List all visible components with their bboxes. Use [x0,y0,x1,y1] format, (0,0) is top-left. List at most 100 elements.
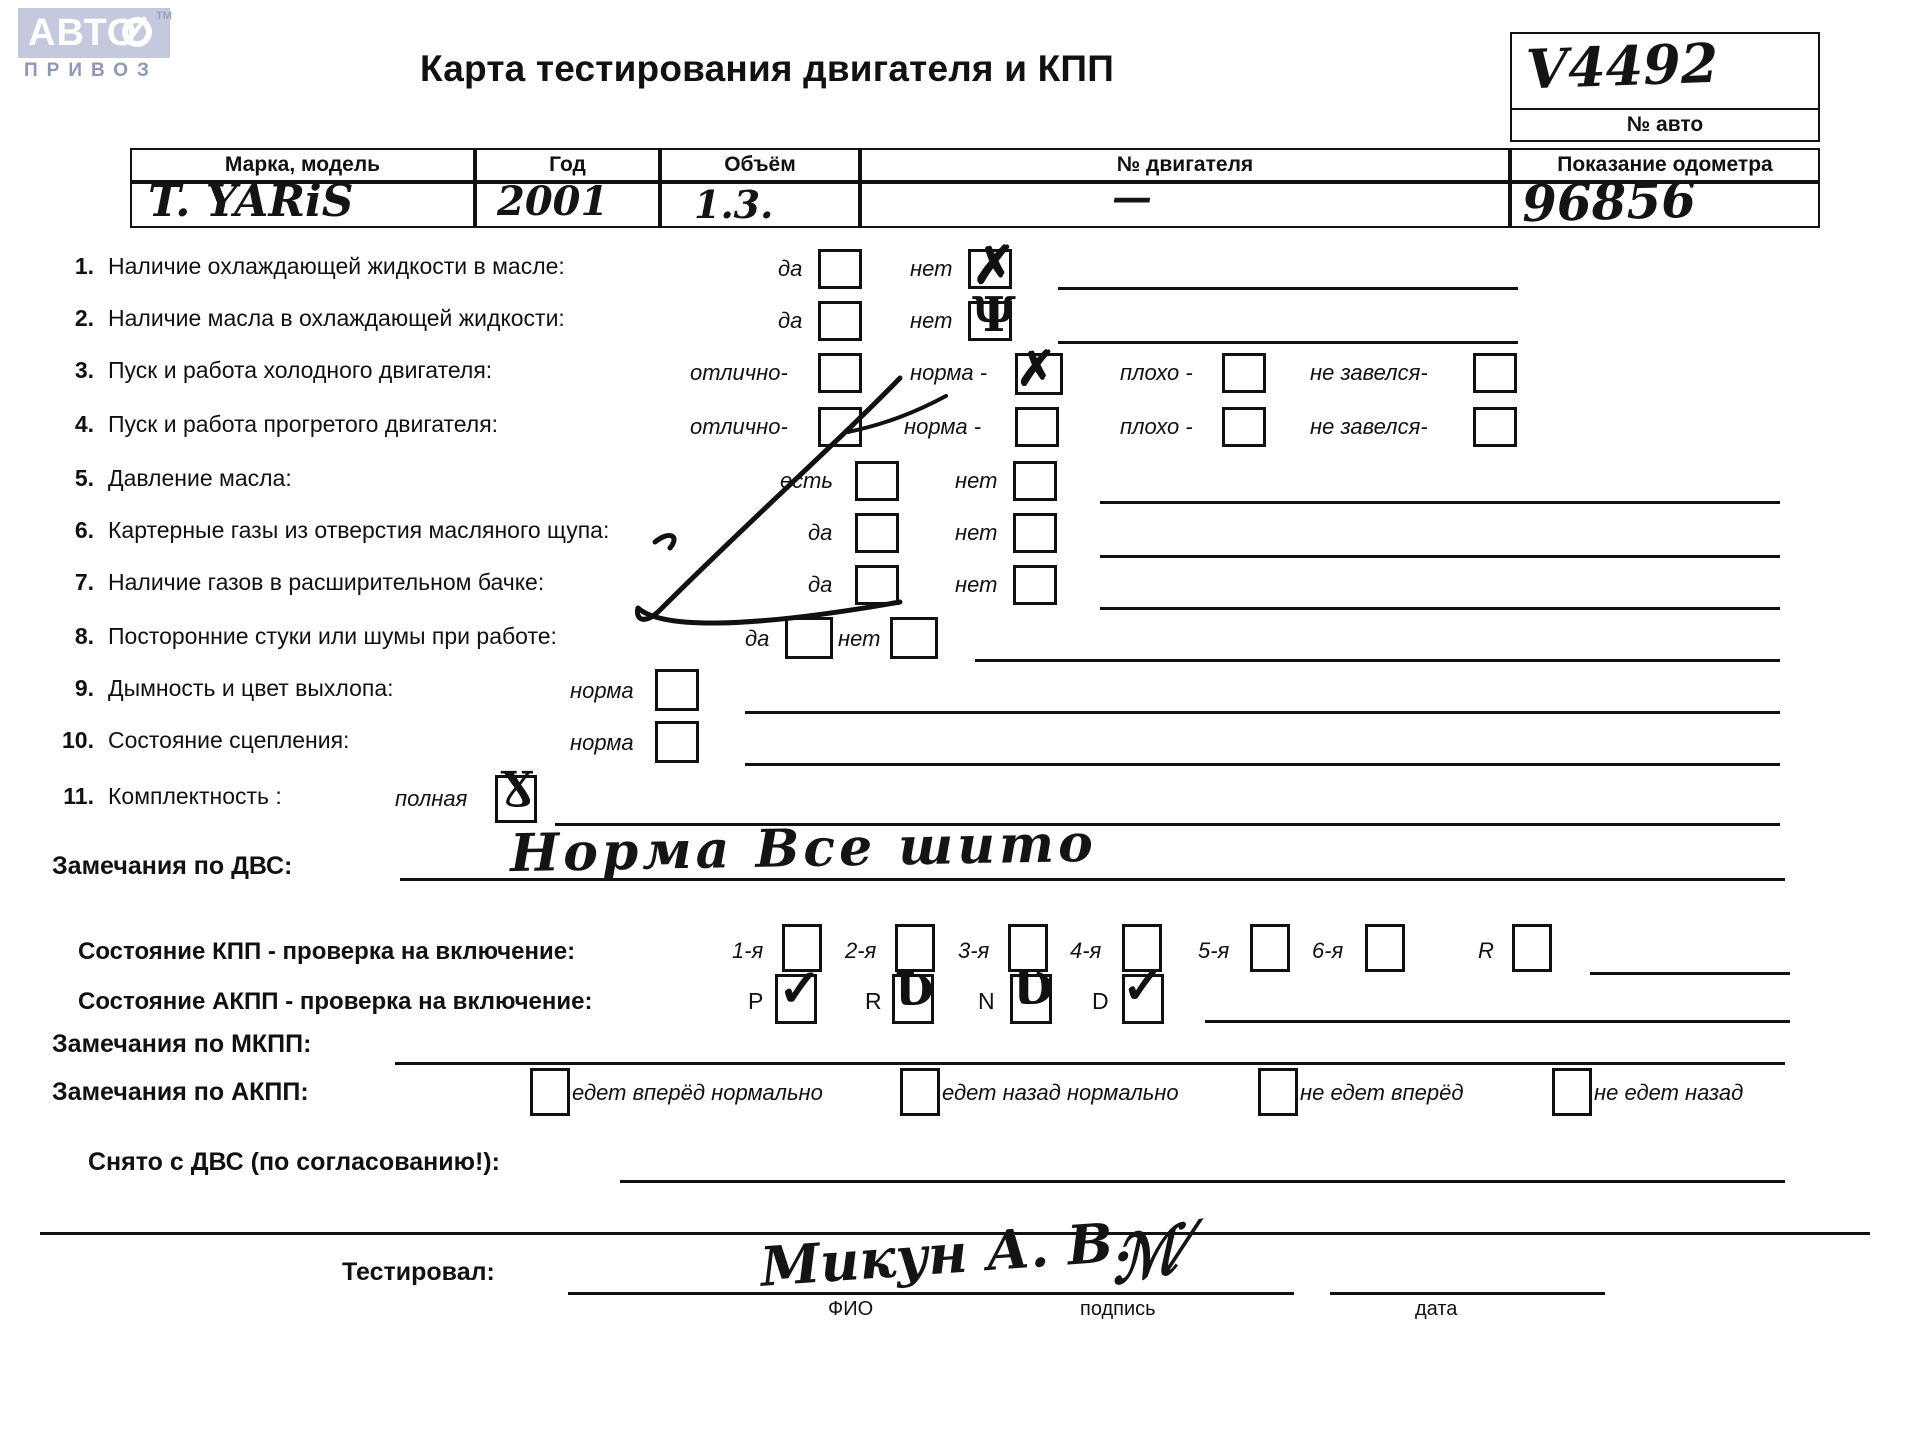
td-year: 2001 [475,178,660,228]
item-5-checkbox-present[interactable] [855,461,899,501]
item-6-option-yes-label: да [808,520,833,545]
akpp-checkbox-r[interactable] [892,974,934,1024]
mkpp-checkbox-gear-6[interactable] [1365,924,1405,972]
item-3-option-nostart-label: не завелся- [1310,360,1428,385]
item-6-write-line [1100,555,1780,558]
mkpp-gear-6-label: 6-я [1312,938,1344,963]
akpp-remarks-option-no-forward: не едет вперёд [1300,1080,1464,1105]
item-6-checkbox-no[interactable] [1013,513,1057,553]
item-7-label: Наличие газов в расширительном бачке: [108,569,545,595]
item-8-checkbox-yes[interactable] [785,617,833,659]
logo-subtitle: ПРИВОЗ [24,60,158,81]
mkpp-gear-1-label: 1-я [732,938,764,963]
item-4-checkbox-bad[interactable] [1222,407,1266,447]
mkpp-write-line [1590,972,1790,975]
engine-remarks-line [400,878,1785,881]
item-11-number: 11. [63,783,94,809]
akpp-remarks-checkbox-no-forward[interactable] [1258,1068,1298,1116]
item-6-checkbox-yes[interactable] [855,513,899,553]
removed-from-engine-label: Снято с ДВС (по согласованию!): [88,1148,500,1176]
item-11-option-full-label: полная [395,786,468,811]
akpp-checkbox-d[interactable] [1122,974,1164,1024]
akpp-mode-d-label: D [1092,988,1109,1014]
akpp-mode-n-label: N [978,988,995,1014]
volume-value: 1.3. [694,182,774,227]
mkpp-checkbox-gear-5[interactable] [1250,924,1290,972]
item-5-number: 5. [74,465,94,491]
item-7-write-line [1100,607,1780,610]
item-4-checkbox-normal[interactable] [1015,407,1059,447]
vehicle-info-table: Марка, модель Год Объём № двигателя Пока… [130,148,1820,233]
item-3-checkbox-nostart[interactable] [1473,353,1517,393]
page-title: Карта тестирования двигателя и КПП [420,48,1114,89]
mkpp-checkbox-gear-r[interactable] [1512,924,1552,972]
item-10-option-normal-label: норма [570,730,634,755]
mkpp-checkbox-gear-3[interactable] [1008,924,1048,972]
auto-number-value: V4492 [1524,30,1720,102]
item-7-checkbox-no[interactable] [1013,565,1057,605]
item-2-option-yes-label: да [778,308,803,333]
item-4-checkbox-nostart[interactable] [1473,407,1517,447]
year-value: 2001 [497,178,609,225]
item-6-option-no-label: нет [955,520,998,545]
akpp-checkbox-n[interactable] [1010,974,1052,1024]
item-4-checkbox-excellent[interactable] [818,407,862,447]
item-8-checkbox-no[interactable] [890,617,938,659]
footer-divider [40,1232,1870,1235]
item-10-checkbox-normal[interactable] [655,721,699,763]
item-3-checkbox-excellent[interactable] [818,353,862,393]
item-1-write-line [1058,287,1518,290]
item-1-checkbox-yes[interactable] [818,249,862,289]
item-2-write-line [1058,341,1518,344]
removed-from-engine-line [620,1180,1785,1183]
fio-label: ФИО [828,1298,874,1320]
akpp-remarks-option-no-reverse: не едет назад [1594,1080,1744,1105]
item-9-checkbox-normal[interactable] [655,669,699,711]
item-8-option-yes-label: да [745,626,770,651]
mkpp-checkbox-gear-4[interactable] [1122,924,1162,972]
signature-line [1022,1292,1294,1295]
item-2-checkbox-yes[interactable] [818,301,862,341]
item-9-number: 9. [74,675,94,701]
item-3-checkbox-bad[interactable] [1222,353,1266,393]
mkpp-gear-2-label: 2-я [845,938,877,963]
logo-circle-icon [122,17,152,47]
item-10-label: Состояние сцепления: [108,727,350,753]
akpp-checkbox-p[interactable] [775,974,817,1024]
akpp-remarks-checkbox-reverse-ok[interactable] [900,1068,940,1116]
item-2-checkbox-no[interactable] [968,301,1012,341]
date-line [1330,1292,1605,1295]
item-1-option-yes-label: да [778,256,803,281]
item-7-number: 7. [74,569,94,595]
item-2-number: 2. [74,305,94,331]
th-engine-no: № двигателя [860,148,1510,182]
th-brand-model: Марка, модель [130,148,475,182]
akpp-remarks-checkbox-forward-ok[interactable] [530,1068,570,1116]
td-engine-no: — [860,174,1510,228]
item-9-write-line [745,711,1780,714]
item-5-checkbox-absent[interactable] [1013,461,1057,501]
logo-wordmark: АВТО [28,12,138,54]
item-7-option-yes-label: да [808,572,833,597]
auto-number-box: V4492 [1510,30,1820,110]
item-3-label: Пуск и работа холодного двигателя: [108,357,493,383]
item-9-option-normal-label: норма [570,678,634,703]
engine-no-value: — [1112,174,1152,221]
item-7-checkbox-yes[interactable] [855,565,899,605]
mkpp-checkbox-gear-2[interactable] [895,924,935,972]
td-brand-model: T. YARiS [130,176,475,228]
mkpp-remarks-label: Замечания по МКПП: [52,1030,312,1058]
item-1-checkbox-no[interactable] [968,249,1012,289]
item-5-option-absent-label: нет [955,468,998,493]
akpp-remarks-checkbox-no-reverse[interactable] [1552,1068,1592,1116]
mkpp-checkbox-gear-1[interactable] [782,924,822,972]
item-11-checkbox-full[interactable] [495,775,537,823]
tested-by-label: Тестировал: [342,1258,495,1286]
th-volume: Объём [660,148,860,182]
item-3-checkbox-normal[interactable] [1015,353,1063,395]
th-year: Год [475,148,660,182]
akpp-remarks-option-forward-ok: едет вперёд нормально [572,1080,823,1105]
engine-remarks-label: Замечания по ДВС: [52,852,293,880]
item-4-option-normal-label: норма - [904,414,982,439]
